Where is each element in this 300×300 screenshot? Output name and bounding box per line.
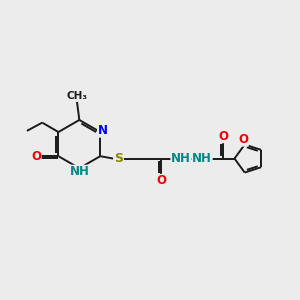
- Text: NH: NH: [171, 152, 191, 165]
- Text: NH: NH: [69, 165, 89, 178]
- Text: O: O: [218, 130, 228, 143]
- Text: O: O: [31, 150, 41, 163]
- Text: O: O: [238, 133, 248, 146]
- Text: N: N: [98, 124, 108, 137]
- Text: O: O: [156, 174, 166, 188]
- Text: CH₃: CH₃: [67, 92, 88, 101]
- Text: S: S: [114, 152, 123, 165]
- Text: NH: NH: [192, 152, 212, 165]
